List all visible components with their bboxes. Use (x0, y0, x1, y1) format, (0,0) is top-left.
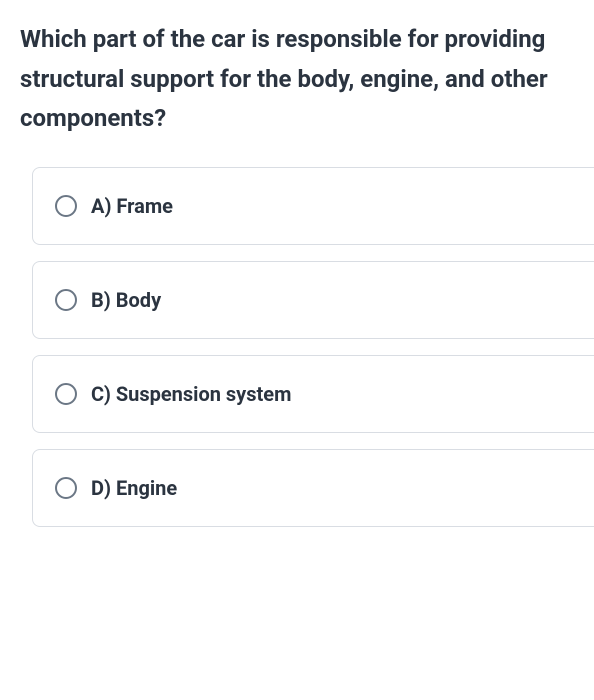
option-b[interactable]: B) Body (32, 261, 594, 339)
question-text: Which part of the car is responsible for… (20, 20, 594, 139)
radio-icon (55, 477, 77, 499)
option-c-label: C) Suspension system (91, 382, 291, 406)
option-d[interactable]: D) Engine (32, 449, 594, 527)
option-c[interactable]: C) Suspension system (32, 355, 594, 433)
option-d-label: D) Engine (91, 476, 177, 500)
option-a-label: A) Frame (91, 194, 173, 218)
option-a[interactable]: A) Frame (32, 167, 594, 245)
radio-icon (55, 195, 77, 217)
radio-icon (55, 383, 77, 405)
options-list: A) Frame B) Body C) Suspension system D)… (20, 167, 594, 527)
option-b-label: B) Body (91, 288, 161, 312)
radio-icon (55, 289, 77, 311)
